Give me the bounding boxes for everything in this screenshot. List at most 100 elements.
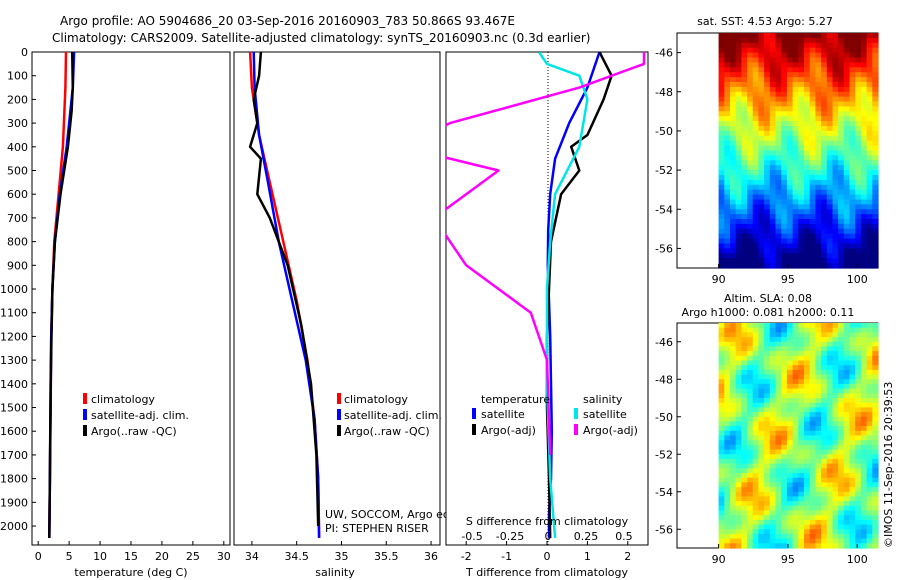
heatmap-cell — [730, 82, 737, 88]
heatmap-cell — [730, 150, 737, 156]
heatmap-cell — [832, 515, 839, 521]
heatmap-cell — [735, 430, 742, 437]
heatmap-cell — [747, 130, 754, 137]
heatmap-cell — [804, 449, 811, 455]
heatmap-cell — [843, 421, 851, 427]
heatmap-cell — [752, 435, 759, 441]
heatmap-cell — [866, 228, 873, 235]
heatmap-cell — [747, 407, 754, 413]
heatmap-cell — [786, 519, 794, 526]
heatmap-cell — [718, 189, 725, 196]
difference-legend: temperature salinity satellite Argo(-adj… — [472, 393, 638, 437]
heatmap-cell — [866, 233, 873, 240]
heatmap-cell — [758, 170, 765, 176]
heatmap-cell — [769, 323, 777, 329]
heatmap-cell — [724, 477, 731, 483]
heatmap-cell — [786, 184, 794, 191]
heatmap-cell — [838, 332, 845, 338]
heatmap-cell — [821, 444, 828, 451]
heatmap-cell — [735, 189, 742, 196]
heatmap-cell — [792, 145, 799, 152]
heatmap-cell — [747, 263, 754, 269]
heatmap-cell — [741, 199, 748, 205]
heatmap-cell — [804, 223, 811, 230]
heatmap-cell — [843, 116, 851, 122]
heatmap-cell — [747, 67, 754, 73]
heatmap-cell — [826, 482, 834, 488]
heatmap-cell — [860, 37, 868, 44]
heatmap-cell — [741, 510, 748, 516]
heatmap-cell — [798, 435, 805, 441]
heatmap-cell — [786, 482, 794, 488]
heatmap-cell — [849, 37, 856, 44]
depth-tick-label: 300 — [7, 117, 28, 130]
heatmap-cell — [758, 77, 765, 83]
heatmap-cell — [798, 91, 805, 98]
heatmap-cell — [849, 369, 856, 376]
heatmap-cell — [832, 332, 839, 338]
heatmap-cell — [821, 160, 828, 166]
heatmap-cell — [866, 505, 873, 512]
heatmap-cell — [855, 351, 862, 357]
heatmap-cell — [832, 454, 839, 460]
heatmap-cell — [860, 491, 868, 498]
heatmap-cell — [781, 341, 788, 348]
heatmap-cell — [849, 473, 856, 479]
heatmap-cell — [855, 33, 862, 39]
heatmap-cell — [826, 402, 834, 408]
heatmap-cell — [724, 369, 731, 376]
heatmap-cell — [826, 106, 834, 112]
heatmap-cell — [826, 238, 834, 245]
heatmap-cell — [764, 327, 771, 333]
heatmap-cell — [832, 398, 839, 404]
heatmap-cell — [826, 355, 834, 362]
heatmap-cell — [815, 351, 822, 357]
heatmap-cell — [798, 106, 805, 112]
heatmap-cell — [843, 332, 851, 338]
heatmap-cell — [849, 454, 856, 460]
heatmap-cell — [718, 393, 725, 399]
heatmap-cell — [730, 388, 737, 394]
heatmap-cell — [815, 228, 822, 235]
heatmap-cell — [775, 121, 782, 127]
heatmap-cell — [804, 67, 811, 73]
heatmap-cell — [855, 515, 862, 521]
heatmap-cell — [798, 219, 805, 225]
heatmap-cell — [826, 435, 834, 441]
heatmap-cell — [730, 106, 737, 112]
heatmap-cell — [821, 165, 828, 171]
heatmap-cell — [758, 233, 765, 240]
heatmap-cell — [849, 160, 856, 166]
heatmap-cell — [724, 435, 731, 441]
heatmap-cell — [821, 402, 828, 408]
heatmap-cell — [804, 96, 811, 103]
heatmap-cell — [798, 189, 805, 196]
heatmap-cell — [832, 468, 839, 474]
heatmap-cell — [781, 496, 788, 502]
heatmap-cell — [855, 160, 862, 166]
heatmap-cell — [849, 135, 856, 142]
heatmap-cell — [838, 194, 845, 201]
heatmap-cell — [838, 33, 845, 39]
heatmap-cell — [872, 346, 879, 352]
heatmap-cell — [798, 42, 805, 49]
heatmap-cell — [775, 253, 782, 259]
heatmap-cell — [815, 42, 822, 49]
heatmap-cell — [798, 398, 805, 404]
heatmap-cell — [747, 248, 754, 254]
heatmap-cell — [860, 473, 868, 479]
heatmap-cell — [781, 543, 788, 549]
heatmap-cell — [741, 160, 748, 166]
heatmap-cell — [843, 121, 851, 127]
heatmap-cell — [786, 458, 794, 465]
heatmap-cell — [798, 533, 805, 540]
heatmap-cell — [718, 165, 725, 171]
depth-tick-label: 0 — [21, 46, 28, 59]
heatmap-cell — [735, 379, 742, 385]
heatmap-cell — [872, 519, 879, 526]
heatmap-cell — [832, 150, 839, 156]
heatmap-cell — [855, 121, 862, 127]
heatmap-cell — [718, 101, 725, 107]
heatmap-cell — [775, 155, 782, 161]
heatmap-cell — [860, 170, 868, 176]
